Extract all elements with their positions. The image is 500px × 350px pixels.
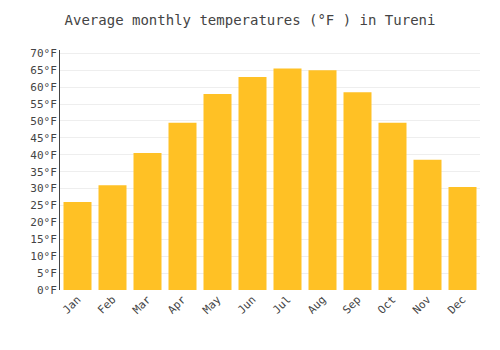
svg-text:Jul: Jul — [270, 293, 293, 316]
svg-text:45°F: 45°F — [30, 132, 57, 145]
svg-text:70°F: 70°F — [30, 47, 57, 60]
svg-text:0°F: 0°F — [37, 284, 57, 297]
svg-text:15°F: 15°F — [30, 233, 57, 246]
svg-text:May: May — [200, 293, 224, 317]
svg-text:Jan: Jan — [60, 293, 83, 316]
svg-text:30°F: 30°F — [30, 182, 57, 195]
svg-text:Mar: Mar — [130, 293, 154, 317]
svg-text:65°F: 65°F — [30, 64, 57, 77]
svg-text:35°F: 35°F — [30, 166, 57, 179]
svg-text:10°F: 10°F — [30, 250, 57, 263]
svg-text:5°F: 5°F — [37, 267, 57, 280]
svg-text:Sep: Sep — [340, 293, 363, 316]
svg-text:Aug: Aug — [305, 293, 328, 316]
svg-text:Average monthly temperatures (: Average monthly temperatures (°F ) in Tu… — [65, 12, 436, 28]
svg-text:40°F: 40°F — [30, 149, 57, 162]
svg-text:50°F: 50°F — [30, 115, 57, 128]
svg-text:Dec: Dec — [445, 293, 468, 316]
svg-text:60°F: 60°F — [30, 81, 57, 94]
svg-text:Oct: Oct — [375, 293, 398, 316]
svg-text:Apr: Apr — [165, 293, 189, 317]
svg-text:20°F: 20°F — [30, 216, 57, 229]
svg-text:25°F: 25°F — [30, 199, 57, 212]
svg-text:Feb: Feb — [95, 293, 118, 316]
svg-text:55°F: 55°F — [30, 98, 57, 111]
svg-text:Jun: Jun — [235, 293, 258, 316]
svg-text:Nov: Nov — [410, 293, 434, 317]
